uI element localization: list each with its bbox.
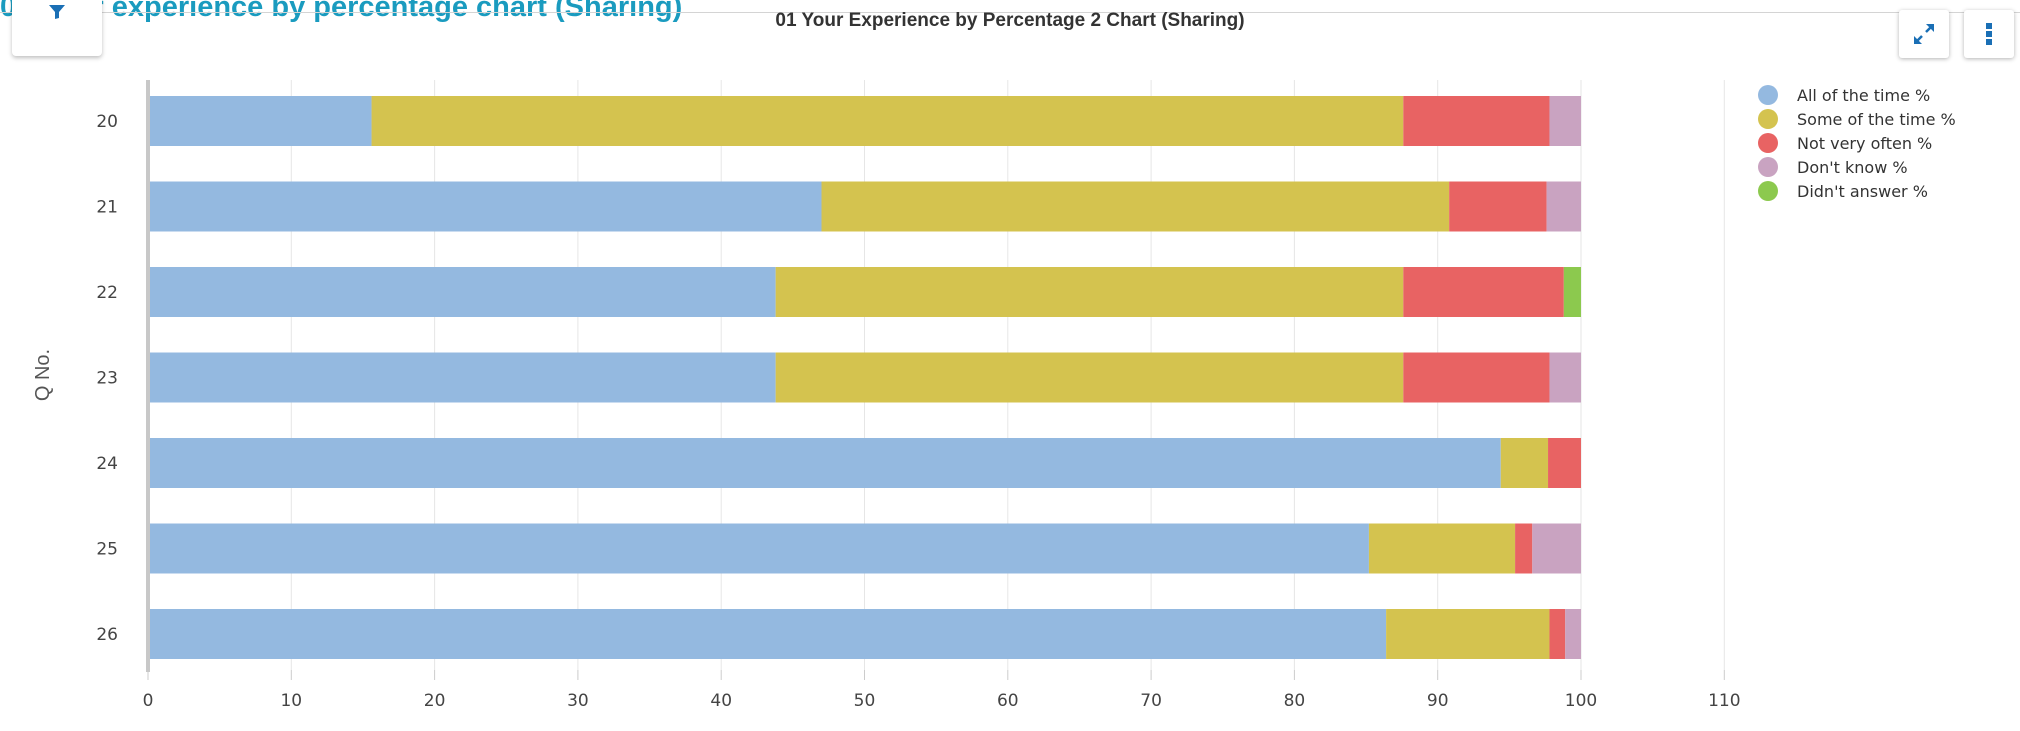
bar-segment[interactable] — [148, 352, 776, 403]
axis-layer: 0 10 20 30 40 50 60 70 80 90 100 110 20 21 22 23 24 25 26 — [96, 80, 1741, 711]
y-tick-label: 25 — [96, 540, 118, 560]
bar-segment[interactable] — [148, 267, 776, 317]
bar-segment[interactable] — [148, 96, 372, 146]
bar-segment[interactable] — [1563, 267, 1581, 317]
x-tick-label: 20 — [424, 691, 446, 711]
x-tick-label: 90 — [1427, 691, 1449, 711]
legend: All of the time % Some of the time % Not v… — [1758, 85, 1956, 201]
x-tick-label: 50 — [854, 691, 876, 711]
page-heading: 01 Your experience by percentage chart (… — [0, 0, 683, 23]
x-tick-label: 110 — [1708, 691, 1740, 711]
bar-segment[interactable] — [148, 609, 1387, 659]
bar-segment[interactable] — [775, 267, 1404, 317]
bar-segment[interactable] — [1403, 352, 1550, 403]
bar-segment[interactable] — [1500, 438, 1549, 488]
x-tick-label: 40 — [710, 691, 732, 711]
bar-segment[interactable] — [1403, 267, 1564, 317]
legend-label[interactable]: Don't know % — [1797, 158, 1908, 177]
legend-label[interactable]: Didn't answer % — [1797, 182, 1928, 201]
x-tick-label: 30 — [567, 691, 589, 711]
y-tick-label: 21 — [96, 198, 118, 218]
y-tick-label: 26 — [96, 625, 118, 645]
expand-icon — [1914, 24, 1934, 44]
bar-segment[interactable] — [1386, 609, 1550, 659]
bar-segment[interactable] — [1515, 523, 1533, 574]
legend-label[interactable]: Not very often % — [1797, 134, 1932, 153]
bar-segment[interactable] — [775, 352, 1404, 403]
legend-swatch[interactable] — [1758, 157, 1778, 177]
legend-swatch[interactable] — [1758, 109, 1778, 129]
chart-title: 01 Your Experience by Percentage 2 Chart… — [775, 10, 1245, 31]
x-tick-label: 100 — [1565, 691, 1597, 711]
x-tick-label: 10 — [280, 691, 302, 711]
bar-segment[interactable] — [1565, 609, 1581, 659]
bar-segment[interactable] — [148, 438, 1501, 488]
y-tick-label: 23 — [96, 369, 118, 389]
vertical-ellipsis-icon — [1986, 23, 1992, 45]
filter-icon — [49, 5, 65, 19]
x-tick-label: 0 — [143, 691, 154, 711]
bar-segment[interactable] — [1549, 96, 1581, 146]
bar-segment[interactable] — [1549, 352, 1581, 403]
legend-label[interactable]: Some of the time % — [1797, 110, 1956, 129]
legend-swatch[interactable] — [1758, 85, 1778, 105]
bar-segment[interactable] — [1546, 181, 1581, 232]
bar-segment[interactable] — [821, 181, 1450, 232]
bar-segment[interactable] — [148, 523, 1369, 574]
legend-label[interactable]: All of the time % — [1797, 86, 1930, 105]
bar-segment[interactable] — [1548, 438, 1581, 488]
x-tick-label: 80 — [1284, 691, 1306, 711]
header-divider — [0, 12, 2020, 13]
y-tick-label: 24 — [96, 454, 118, 474]
y-axis-label: Q No. — [32, 349, 54, 401]
bar-segment[interactable] — [148, 181, 822, 232]
more-options-button[interactable] — [1964, 10, 2014, 58]
legend-swatch[interactable] — [1758, 181, 1778, 201]
bar-segment[interactable] — [371, 96, 1404, 146]
expand-button[interactable] — [1899, 10, 1949, 58]
bar-segment[interactable] — [1449, 181, 1547, 232]
bar-segment[interactable] — [1532, 523, 1581, 574]
bar-segment[interactable] — [1403, 96, 1550, 146]
x-tick-label: 70 — [1140, 691, 1162, 711]
x-tick-label: 60 — [997, 691, 1019, 711]
filter-button[interactable] — [12, 0, 102, 56]
y-tick-label: 20 — [96, 112, 118, 132]
bar-segment[interactable] — [1549, 609, 1566, 659]
bar-layer — [148, 96, 1581, 659]
y-tick-label: 22 — [96, 283, 118, 303]
legend-swatch[interactable] — [1758, 133, 1778, 153]
bar-segment[interactable] — [1368, 523, 1516, 574]
